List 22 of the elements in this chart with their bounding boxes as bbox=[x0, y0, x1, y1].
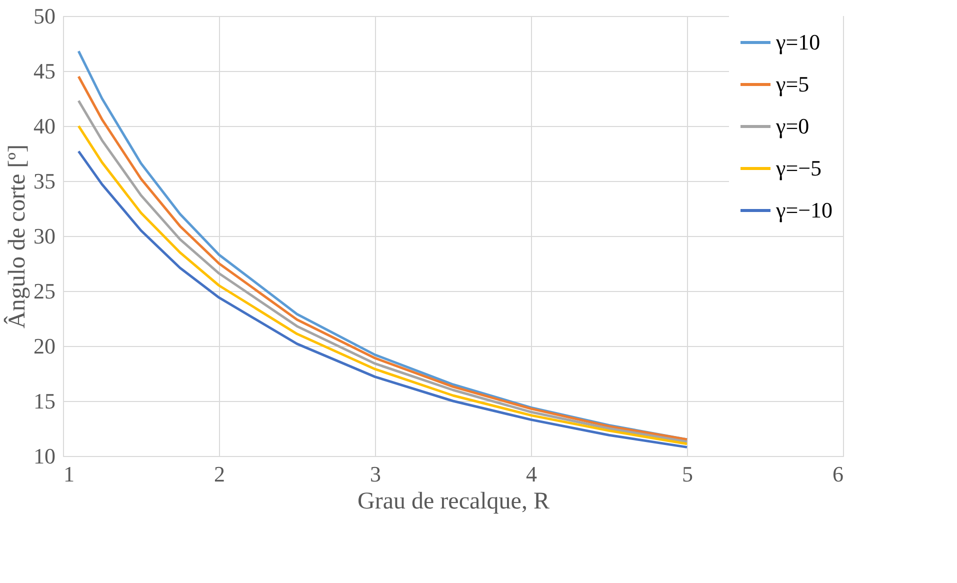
y-tick-label: 20 bbox=[34, 334, 56, 358]
y-tick-label: 50 bbox=[34, 4, 56, 28]
legend-label: γ=−5 bbox=[775, 156, 822, 180]
y-tick-label: 25 bbox=[34, 278, 56, 304]
y-tick-label: 10 bbox=[34, 444, 56, 468]
y-tick-label: 15 bbox=[34, 388, 56, 414]
x-tick-label: 4 bbox=[526, 462, 537, 486]
y-tick-label: 30 bbox=[34, 224, 56, 248]
x-tick-label: 2 bbox=[214, 462, 225, 486]
x-tick-label: 6 bbox=[832, 462, 844, 486]
legend-label: γ=10 bbox=[775, 30, 820, 54]
x-tick-label: 5 bbox=[682, 462, 693, 486]
x-tick-label: 3 bbox=[370, 462, 381, 486]
y-tick-label: 35 bbox=[34, 168, 56, 194]
x-tick-label: 1 bbox=[64, 462, 74, 486]
y-tick-label: 45 bbox=[34, 58, 56, 84]
legend-label: γ=0 bbox=[775, 114, 810, 138]
y-tick-label: 40 bbox=[34, 114, 56, 138]
legend-label: γ=5 bbox=[775, 72, 810, 96]
legend-label: γ=−10 bbox=[775, 198, 833, 222]
x-axis-title: Grau de recalque, R bbox=[358, 488, 550, 514]
y-axis-title: Ângulo de corte [º] bbox=[4, 144, 30, 329]
